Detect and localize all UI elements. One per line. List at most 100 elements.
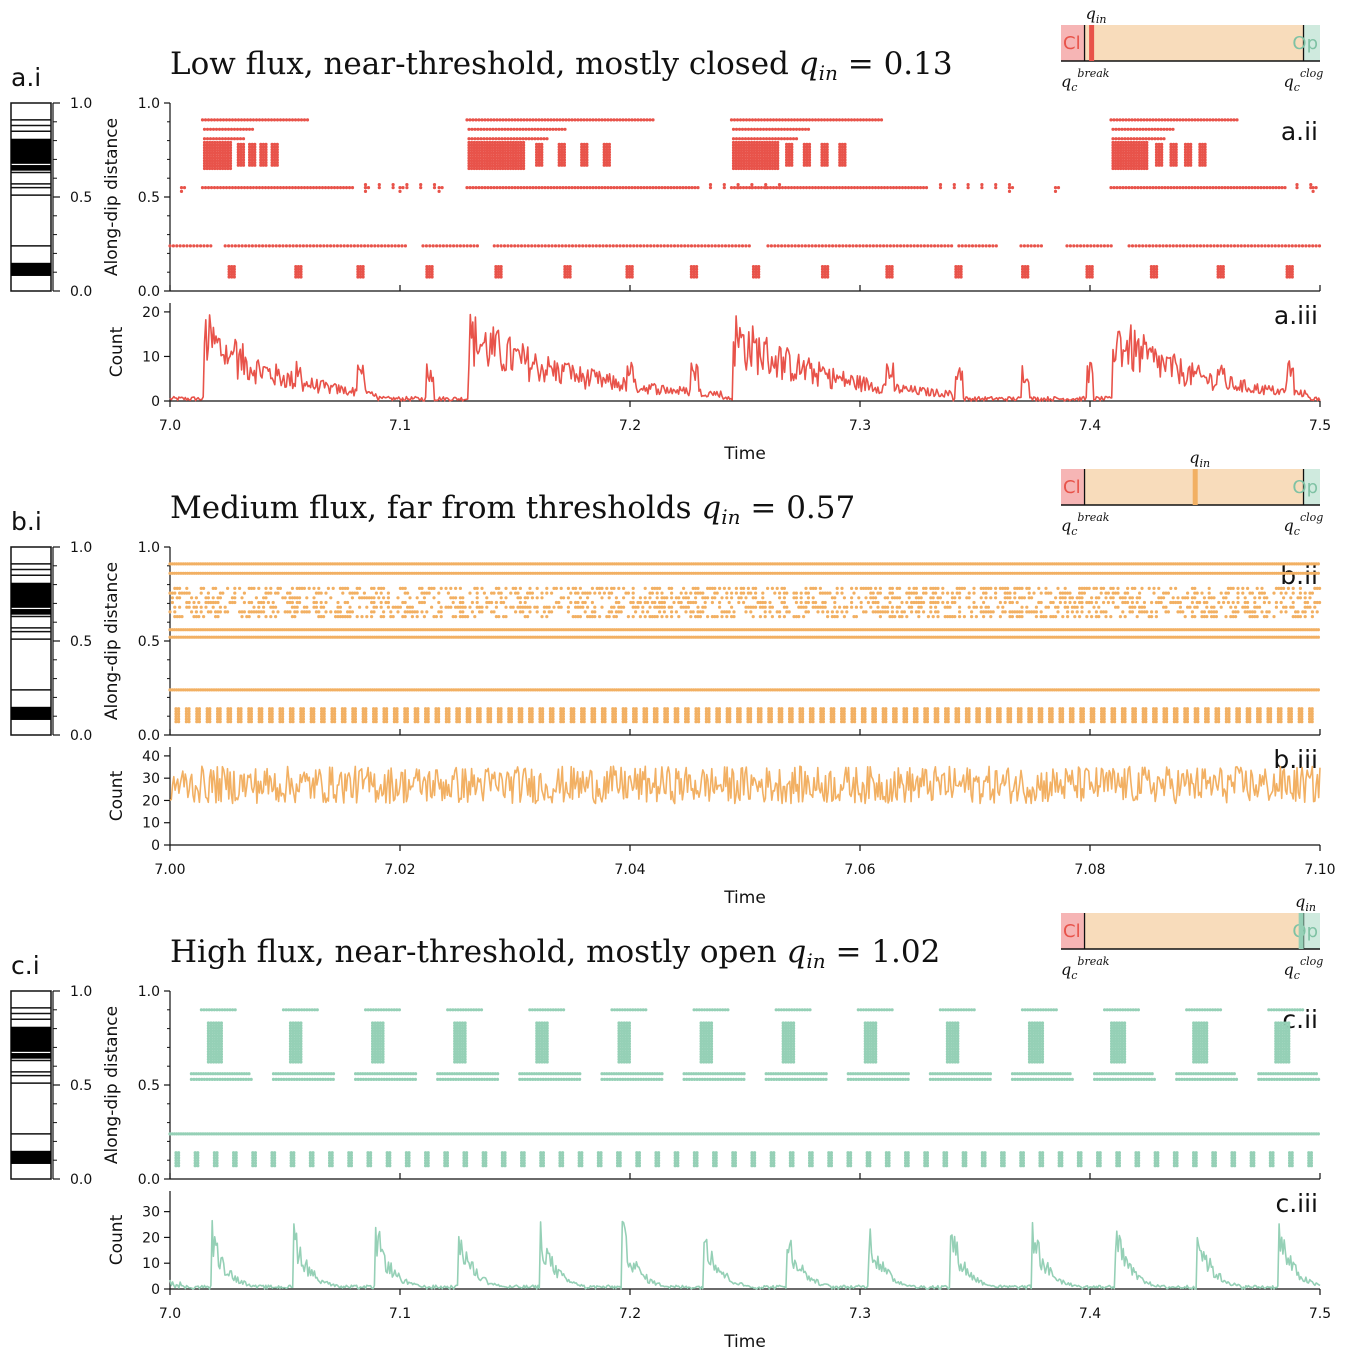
scatter-point-burst <box>483 156 487 160</box>
scatter-point-burst <box>1171 127 1175 131</box>
scatter-point-row <box>710 244 714 248</box>
scatter-point-row <box>496 635 500 639</box>
scatter-point-burst <box>602 158 606 162</box>
scatter-point-burst <box>241 155 246 159</box>
scatter-point-low-block <box>430 272 434 276</box>
scatter-point-row <box>854 628 859 632</box>
scatter-point-row <box>574 244 578 248</box>
scatter-point-burst <box>1137 143 1141 147</box>
scatter-point-low-block <box>361 275 365 279</box>
scatter-point-row <box>1033 635 1037 639</box>
scatter-point-burst <box>470 151 474 155</box>
scatter-point-burst <box>762 118 767 122</box>
scatter-point-burst <box>1178 186 1182 190</box>
scatter-point-burst <box>476 127 480 131</box>
scatter-point-row <box>278 628 282 632</box>
scatter-point-low-block <box>887 275 892 279</box>
scatter-point-row <box>467 635 471 639</box>
scatter-point-burst <box>582 142 586 146</box>
scatter-point-burst <box>221 166 225 171</box>
scatter-point-row <box>780 635 784 639</box>
scatter-point-burst <box>287 186 292 190</box>
scatter-point-burst <box>1200 142 1205 146</box>
scatter-point-burst <box>1198 163 1202 167</box>
scatter-point-burst <box>582 118 586 122</box>
scatter-point-burst <box>1220 118 1224 122</box>
scatter-point-row <box>617 628 621 632</box>
scatter-point-burst <box>1271 186 1275 190</box>
scatter-point-low-block <box>1085 267 1089 271</box>
scatter-point-burst <box>522 159 526 163</box>
scatter-point-row <box>1107 635 1111 639</box>
scatter-point-row <box>766 628 771 632</box>
scatter-point-row <box>1257 635 1261 639</box>
scatter-point-burst <box>1132 146 1136 150</box>
scatter-point-row <box>604 628 608 632</box>
scatter-point-burst <box>1198 145 1202 149</box>
scatter-point-burst <box>1140 143 1144 147</box>
scatter-point-burst <box>498 118 502 122</box>
panel-label-scatter: b.ii <box>1280 561 1318 590</box>
scatter-point-row <box>981 244 985 248</box>
scatter-point-low-block <box>427 275 432 279</box>
scatter-point-burst <box>790 153 794 157</box>
scatter-point-burst <box>739 140 743 145</box>
scatter-point-burst <box>737 161 741 165</box>
layer-band <box>11 582 51 608</box>
scatter-point-burst <box>1157 186 1161 190</box>
scatter-point-burst <box>479 127 483 131</box>
scatter-point-burst <box>840 145 845 149</box>
scatter-point-burst <box>1111 137 1115 141</box>
scatter-point-burst <box>221 118 226 122</box>
scatter-point-burst <box>1160 186 1164 190</box>
scatter-point-row <box>896 635 900 639</box>
scatter-point-row <box>223 628 227 632</box>
scatter-point-burst <box>731 143 736 147</box>
scatter-point-burst <box>519 146 523 150</box>
scatter-point-burst <box>820 148 824 152</box>
scatter-point-burst <box>506 137 510 141</box>
scatter-point-row <box>170 635 174 639</box>
scatter-point-burst <box>218 159 222 163</box>
scatter-point-burst <box>1198 150 1202 154</box>
scatter-point-row <box>978 635 982 639</box>
scatter-point-burst <box>739 161 743 165</box>
scatter-point-burst <box>540 163 544 167</box>
scatter-point-burst <box>1121 159 1125 163</box>
scatter-point-row <box>547 244 551 248</box>
scatter-point-burst <box>562 158 567 162</box>
scatter-point-row <box>351 628 355 632</box>
scatter-point-burst <box>802 142 806 146</box>
scatter-point-low-block <box>499 265 503 269</box>
scatter-point-burst <box>1160 155 1164 159</box>
scatter-point-burst <box>208 127 213 131</box>
scatter-point-burst <box>1144 127 1148 131</box>
scatter-point-burst <box>1142 143 1146 147</box>
scatter-point-burst <box>1157 155 1161 159</box>
scatter-point-burst <box>768 153 772 158</box>
scatter-point-burst <box>792 118 797 122</box>
scatter-point-burst <box>488 148 492 152</box>
scatter-point-row <box>832 635 837 639</box>
scatter-point-burst <box>221 164 225 168</box>
scatter-point-burst <box>921 186 926 190</box>
scatter-point-burst <box>785 153 789 157</box>
scatter-point-burst <box>585 145 589 149</box>
scatter-point-row <box>250 244 254 248</box>
scatter-y-tick-label: 0.5 <box>138 634 160 650</box>
scatter-point-burst <box>807 150 812 154</box>
scatter-point-burst <box>273 153 277 157</box>
scatter-point-row <box>1066 635 1070 639</box>
scatter-point-burst <box>1145 153 1149 158</box>
scatter-point-row <box>1184 635 1188 639</box>
scatter-point-burst <box>1145 164 1149 168</box>
scatter-point-row <box>958 635 962 639</box>
scatter-point-burst <box>602 155 606 159</box>
scatter-point-row <box>720 635 724 639</box>
scatter-point-row <box>899 244 903 248</box>
scatter-point-row <box>612 628 617 632</box>
scatter-point-burst <box>582 186 586 190</box>
scatter-point-low-block <box>1155 267 1159 271</box>
scatter-point-burst <box>519 156 523 160</box>
scatter-point-row <box>1200 635 1204 639</box>
